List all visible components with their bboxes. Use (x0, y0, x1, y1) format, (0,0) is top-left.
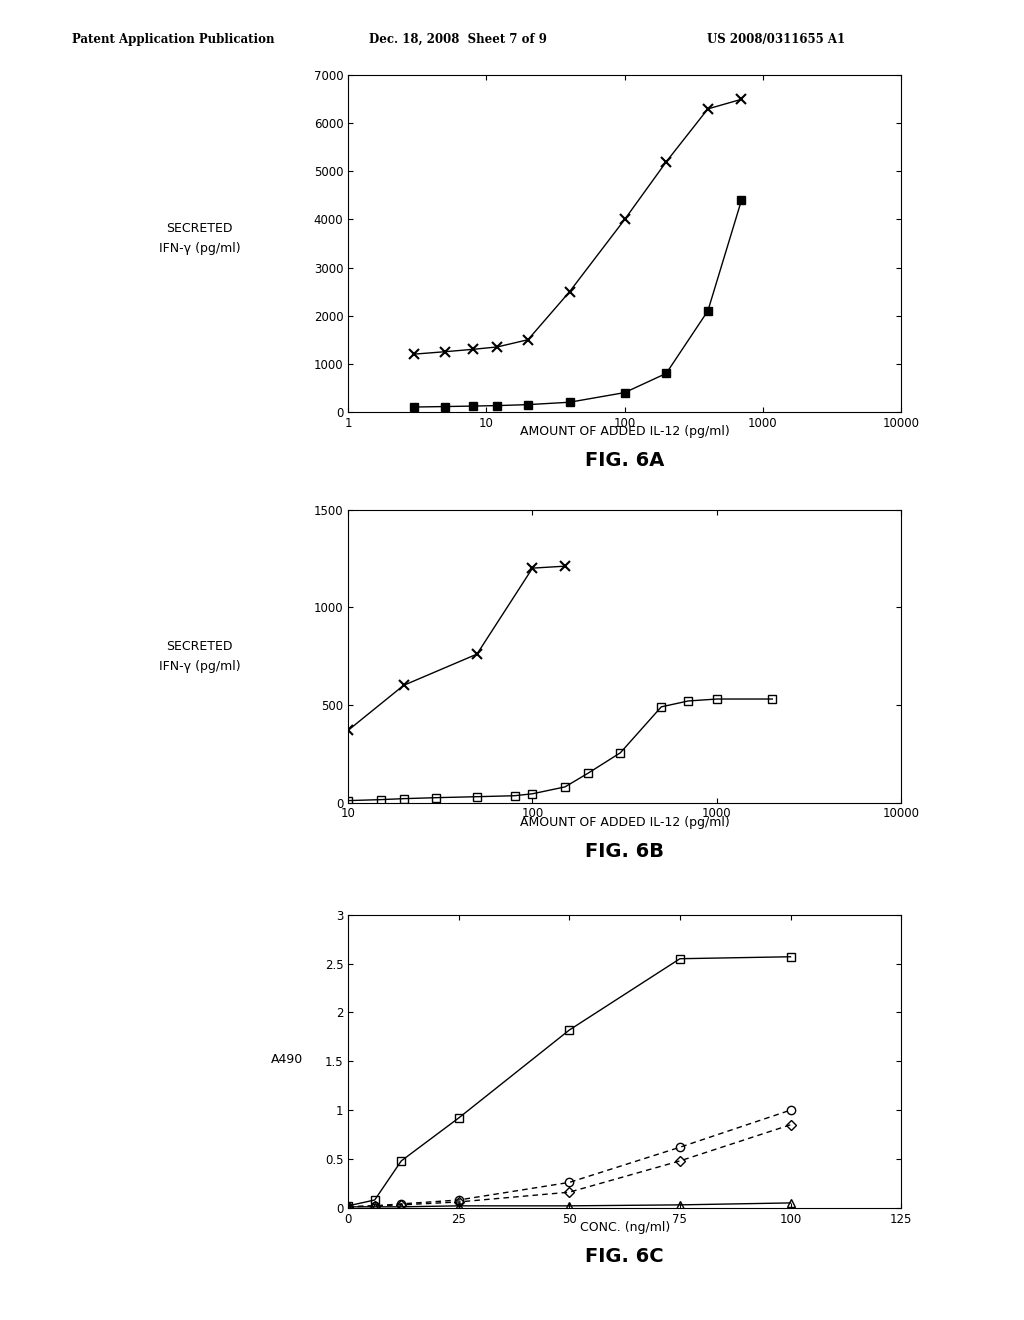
Text: Dec. 18, 2008  Sheet 7 of 9: Dec. 18, 2008 Sheet 7 of 9 (369, 33, 547, 46)
Text: IFN-γ (pg/ml): IFN-γ (pg/ml) (159, 660, 241, 673)
Text: FIG. 6A: FIG. 6A (585, 451, 665, 470)
Text: SECRETED: SECRETED (167, 222, 232, 235)
Text: FIG. 6B: FIG. 6B (585, 842, 665, 861)
Text: AMOUNT OF ADDED IL-12 (pg/ml): AMOUNT OF ADDED IL-12 (pg/ml) (520, 816, 729, 829)
Text: IFN-γ (pg/ml): IFN-γ (pg/ml) (159, 242, 241, 255)
Text: US 2008/0311655 A1: US 2008/0311655 A1 (707, 33, 845, 46)
Text: SECRETED: SECRETED (167, 640, 232, 653)
Text: A490: A490 (270, 1053, 303, 1067)
Text: AMOUNT OF ADDED IL-12 (pg/ml): AMOUNT OF ADDED IL-12 (pg/ml) (520, 425, 729, 438)
Text: Patent Application Publication: Patent Application Publication (72, 33, 274, 46)
Text: CONC. (ng/ml): CONC. (ng/ml) (580, 1221, 670, 1234)
Text: FIG. 6C: FIG. 6C (586, 1247, 664, 1266)
